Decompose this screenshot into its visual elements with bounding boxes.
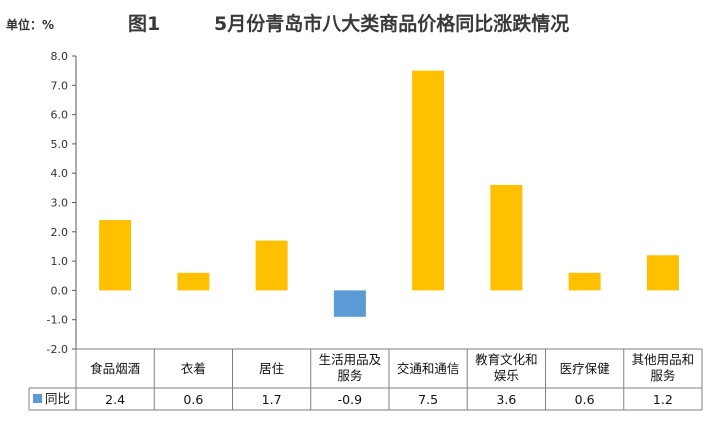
y-tick-label: 0.0 <box>51 284 69 297</box>
data-value-label: 2.4 <box>105 392 125 407</box>
y-tick-label: 2.0 <box>51 226 69 239</box>
bar <box>568 272 601 291</box>
chart-title: 5月份青岛市八大类商品价格同比涨跌情况 <box>214 12 569 35</box>
category-label: 其他用品和服务 <box>632 352 695 383</box>
category-label: 居住 <box>259 361 285 376</box>
legend-swatch <box>33 394 42 403</box>
data-value-label: 1.2 <box>653 392 673 407</box>
data-value-label: 1.7 <box>262 392 282 407</box>
data-value-label: 0.6 <box>575 392 595 407</box>
bar <box>412 70 445 291</box>
y-tick-label: 1.0 <box>51 255 69 268</box>
y-tick-label: 8.0 <box>51 50 69 63</box>
category-label: 食品烟酒 <box>90 361 140 376</box>
category-label: 医疗保健 <box>560 361 611 376</box>
unit-label: 单位：% <box>6 17 54 32</box>
category-label: 生活用品及服务 <box>319 352 382 383</box>
y-tick-label: -2.0 <box>47 343 68 356</box>
category-label: 衣着 <box>181 361 206 376</box>
category-label: 交通和通信 <box>397 361 460 376</box>
y-tick-label: -1.0 <box>47 314 68 327</box>
chart-title-prefix: 图1 <box>128 13 160 35</box>
y-tick-label: 7.0 <box>51 79 69 92</box>
y-tick-label: 5.0 <box>51 138 69 151</box>
bar <box>333 290 366 317</box>
bar <box>255 240 288 291</box>
y-tick-label: 4.0 <box>51 167 69 180</box>
y-tick-label: 6.0 <box>51 109 69 122</box>
data-value-label: 7.5 <box>418 392 438 407</box>
bar <box>99 220 132 291</box>
bars-group <box>99 70 679 317</box>
category-label: 教育文化和娱乐 <box>475 352 538 383</box>
data-value-label: 3.6 <box>496 392 516 407</box>
data-value-label: 0.6 <box>183 392 203 407</box>
data-value-label: -0.9 <box>338 392 362 407</box>
y-axis: 8.0 7.0 6.0 5.0 4.0 3.0 2.0 1.0 0.0 -1.0 -2.0 <box>47 50 77 356</box>
bar <box>646 255 679 291</box>
bar <box>490 184 523 291</box>
legend-label: 同比 <box>45 391 70 406</box>
y-tick-label: 3.0 <box>51 197 69 210</box>
bar <box>177 272 210 291</box>
